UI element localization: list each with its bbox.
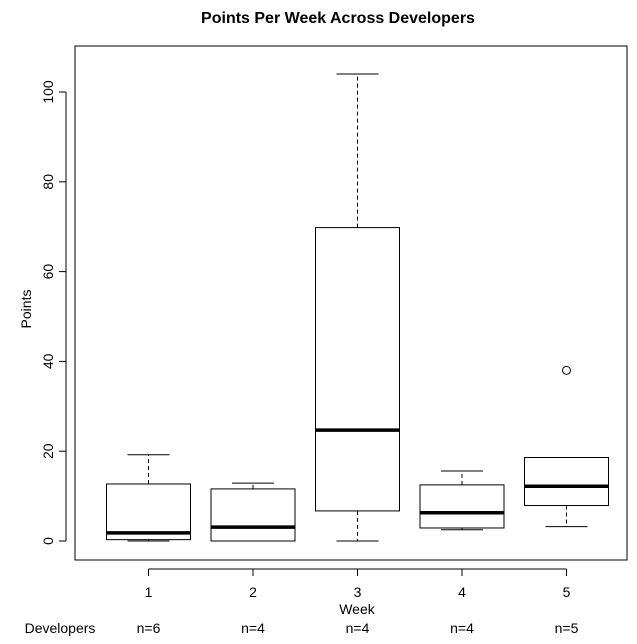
chart-title: Points Per Week Across Developers (201, 10, 475, 27)
y-axis: 0 20 40 60 80 100 (40, 80, 67, 545)
box-week-4 (419, 470, 505, 531)
x-tick-label: 1 (145, 584, 153, 600)
y-tick-label: 80 (40, 174, 56, 190)
y-tick-label: 60 (40, 264, 56, 280)
developer-count: n=6 (137, 620, 161, 636)
outlier-point (562, 365, 571, 375)
x-tick-label: 5 (563, 584, 571, 600)
y-tick-label: 40 (40, 353, 56, 369)
x-axis-label: Week (339, 601, 376, 617)
x-tick-label: 3 (354, 584, 362, 600)
boxes-group (106, 73, 609, 542)
plot-frame (74, 45, 628, 561)
y-tick-label: 20 (40, 443, 56, 459)
box-week-5 (524, 365, 609, 528)
x-tick-label: 2 (249, 584, 257, 600)
iqr-box (106, 483, 191, 541)
y-tick-label: 100 (40, 80, 56, 104)
x-tick-label: 4 (458, 584, 466, 600)
box-week-3 (315, 73, 400, 542)
x-axis: 1 2 3 4 5 (145, 568, 571, 600)
developers-count-label: Developers (25, 620, 96, 636)
developer-count: n=4 (346, 620, 370, 636)
y-tick-label: 0 (40, 537, 56, 545)
developer-count: n=5 (555, 620, 579, 636)
developer-count: n=4 (241, 620, 265, 636)
box-week-1 (106, 454, 191, 542)
iqr-box (524, 456, 609, 507)
developer-counts: n=6 n=4 n=4 n=4 n=5 (137, 620, 579, 636)
iqr-box (210, 488, 296, 542)
iqr-box (419, 484, 505, 529)
box-week-2 (210, 482, 296, 542)
developer-count: n=4 (450, 620, 474, 636)
iqr-box (315, 227, 400, 512)
y-axis-label: Points (18, 290, 34, 329)
